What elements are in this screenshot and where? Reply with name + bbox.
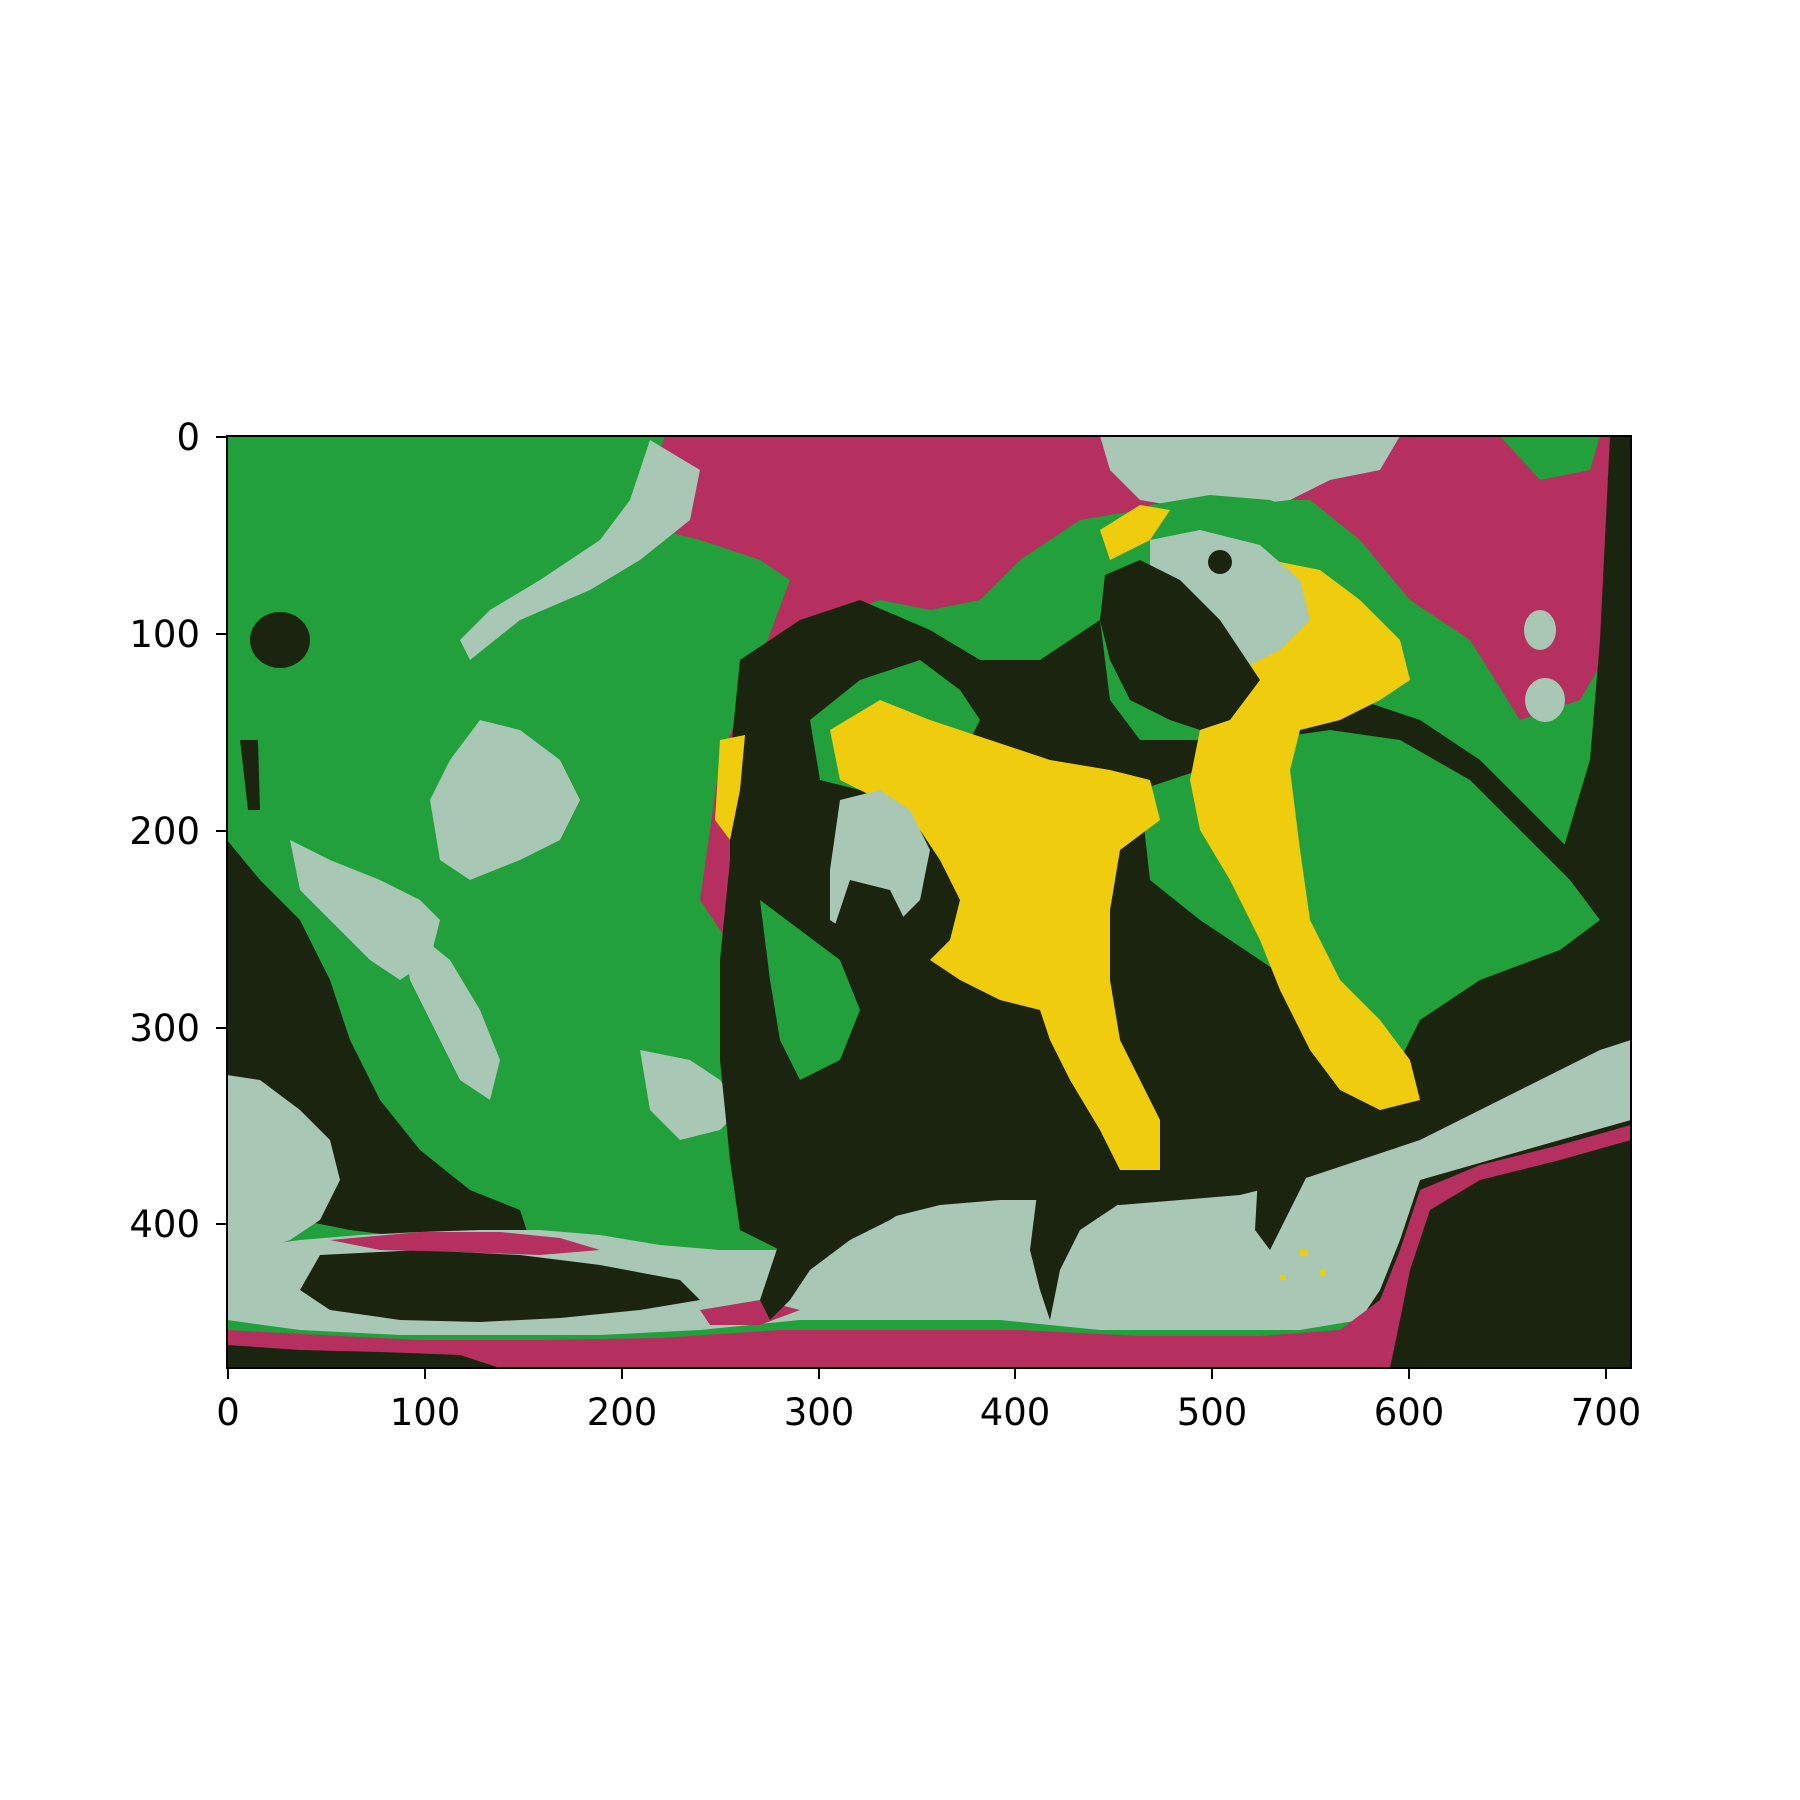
x-tick-label: 600 bbox=[1374, 1391, 1445, 1434]
x-axis: 0 100 200 300 400 500 600 700 bbox=[216, 1368, 1641, 1434]
y-tick-label: 400 bbox=[129, 1203, 200, 1246]
y-tick-label: 0 bbox=[176, 416, 200, 459]
x-tick-label: 0 bbox=[216, 1391, 240, 1434]
y-axis: 0 100 200 300 400 bbox=[129, 416, 227, 1246]
y-tick-label: 300 bbox=[129, 1007, 200, 1050]
axes-frame bbox=[226, 435, 1632, 1369]
x-tick-label: 400 bbox=[980, 1391, 1051, 1434]
x-tick-label: 700 bbox=[1571, 1391, 1642, 1434]
x-tick-label: 200 bbox=[587, 1391, 658, 1434]
x-tick-label: 300 bbox=[784, 1391, 855, 1434]
y-tick-label: 200 bbox=[129, 810, 200, 853]
y-tick-label: 100 bbox=[129, 613, 200, 656]
quantized-parrot-image bbox=[227, 436, 1631, 1368]
x-tick-label: 100 bbox=[390, 1391, 461, 1434]
x-tick-label: 500 bbox=[1177, 1391, 1248, 1434]
